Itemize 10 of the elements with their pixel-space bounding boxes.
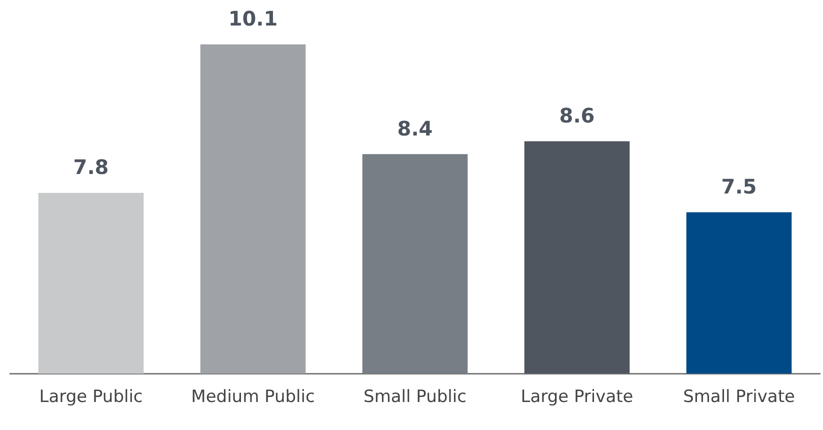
x-tick-label: Large Private [520, 387, 634, 408]
x-tick-label: Large Public [39, 387, 143, 408]
data-label: 10.1 [228, 6, 278, 31]
x-tick-label: Small Private [683, 387, 795, 408]
data-label: 7.8 [73, 155, 109, 180]
data-label: 7.5 [721, 174, 757, 198]
data-label: 8.6 [559, 103, 595, 128]
x-tick-label: Medium Public [191, 387, 315, 408]
x-tick-label: Small Public [364, 387, 466, 408]
data-label: 8.4 [397, 116, 433, 140]
